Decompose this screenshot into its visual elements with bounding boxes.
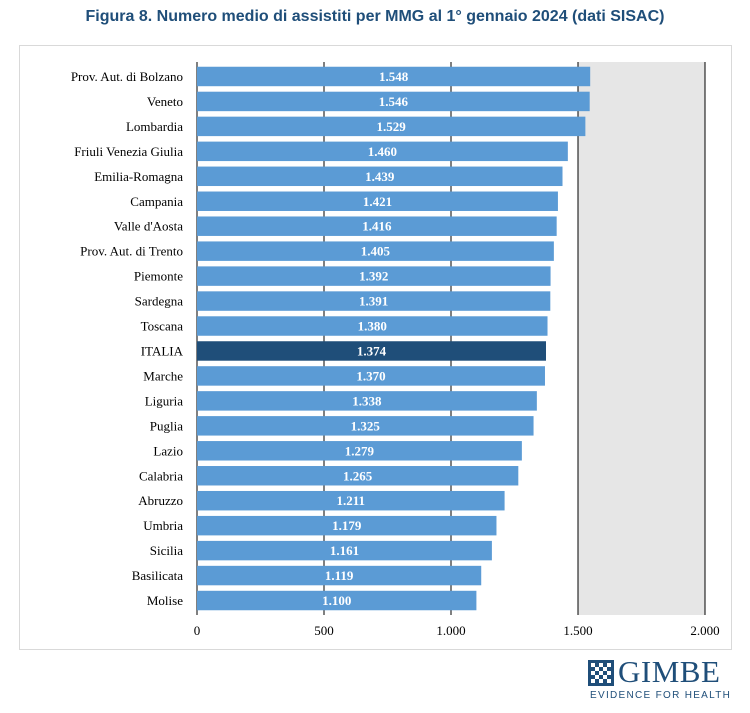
value-label: 1.179 [332, 518, 362, 533]
category-label: Puglia [150, 418, 183, 433]
value-label: 1.392 [359, 269, 388, 284]
bars [197, 66, 591, 611]
value-label: 1.265 [343, 468, 373, 483]
value-label: 1.405 [361, 244, 391, 259]
bar [197, 341, 546, 361]
bar [197, 66, 591, 87]
background-bands [578, 62, 705, 615]
category-label: Piemonte [134, 269, 183, 284]
category-label: Veneto [147, 94, 183, 109]
x-axis-tick-labels: 0 500 1.000 1.500 2.000 [194, 623, 720, 638]
bar [197, 141, 568, 162]
bar [197, 441, 522, 461]
x-tick-label: 1.500 [563, 623, 592, 638]
category-label: Emilia-Romagna [94, 169, 183, 184]
category-label: Calabria [139, 468, 183, 483]
value-label: 1.529 [377, 119, 407, 134]
x-tick-label: 0 [194, 623, 201, 638]
bar [197, 166, 563, 187]
category-label: Lombardia [126, 119, 183, 134]
bar [197, 391, 537, 411]
value-label: 1.100 [322, 593, 351, 608]
category-label: Sicilia [150, 543, 183, 558]
category-label: Campania [130, 194, 183, 209]
bar-chart: Prov. Aut. di Bolzano Veneto Lombardia Friu… [71, 62, 720, 638]
bar [197, 91, 590, 112]
bar [197, 291, 551, 311]
bar [197, 540, 492, 561]
bar [197, 366, 545, 386]
value-label: 1.325 [351, 418, 381, 433]
bar [197, 416, 534, 436]
gimbe-logo: GIMBE EVIDENCE FOR HEALTH [588, 654, 738, 707]
category-label: Abruzzo [138, 493, 183, 508]
value-label: 1.391 [359, 294, 388, 309]
category-label: Valle d'Aosta [114, 219, 183, 234]
grid-logo-icon [588, 660, 614, 686]
value-label: 1.374 [357, 343, 387, 358]
category-label: Molise [147, 593, 183, 608]
category-label: Umbria [143, 518, 183, 533]
bar [197, 466, 519, 486]
value-label: 1.439 [365, 169, 395, 184]
value-label: 1.279 [345, 443, 375, 458]
chart-title: Figura 8. Numero medio di assistiti per … [85, 8, 665, 25]
value-label: 1.370 [356, 368, 385, 383]
category-label: Friuli Venezia Giulia [74, 144, 183, 159]
bar [197, 241, 554, 261]
category-label: Prov. Aut. di Trento [80, 244, 183, 259]
category-label: Sardegna [135, 294, 184, 309]
bar [197, 216, 557, 236]
value-labels: 1.548 1.546 1.529 1.460 1.439 1.421 1.416 1.405… [322, 69, 409, 608]
bar [197, 316, 548, 336]
x-tick-label: 500 [314, 623, 334, 638]
category-label: Basilicata [132, 568, 183, 583]
bar [197, 590, 477, 611]
chart-panel: Prov. Aut. di Bolzano Veneto Lombardia Friu… [19, 45, 732, 650]
category-labels: Prov. Aut. di Bolzano Veneto Lombardia Friu… [71, 69, 184, 608]
x-tick-label: 1.000 [436, 623, 465, 638]
logo-tagline: EVIDENCE FOR HEALTH [590, 690, 732, 701]
category-label: Prov. Aut. di Bolzano [71, 69, 183, 84]
logo-name: GIMBE [618, 654, 721, 689]
value-label: 1.211 [337, 493, 366, 508]
background-band [578, 62, 705, 615]
bar [197, 191, 558, 211]
value-label: 1.338 [352, 393, 382, 408]
bar [197, 515, 497, 536]
value-label: 1.546 [379, 94, 409, 109]
bar [197, 490, 505, 511]
category-label: Liguria [145, 393, 183, 408]
value-label: 1.380 [358, 319, 387, 334]
value-label: 1.119 [325, 568, 354, 583]
category-label: ITALIA [141, 343, 184, 358]
x-tick-label: 2.000 [690, 623, 719, 638]
category-label: Lazio [153, 443, 183, 458]
category-label: Toscana [141, 319, 184, 334]
value-label: 1.460 [368, 144, 397, 159]
value-label: 1.548 [379, 69, 409, 84]
bar [197, 266, 551, 286]
value-label: 1.416 [362, 219, 392, 234]
category-label: Marche [143, 368, 183, 383]
value-label: 1.421 [363, 194, 392, 209]
bar [197, 116, 586, 137]
bar [197, 565, 482, 586]
value-label: 1.161 [330, 543, 359, 558]
